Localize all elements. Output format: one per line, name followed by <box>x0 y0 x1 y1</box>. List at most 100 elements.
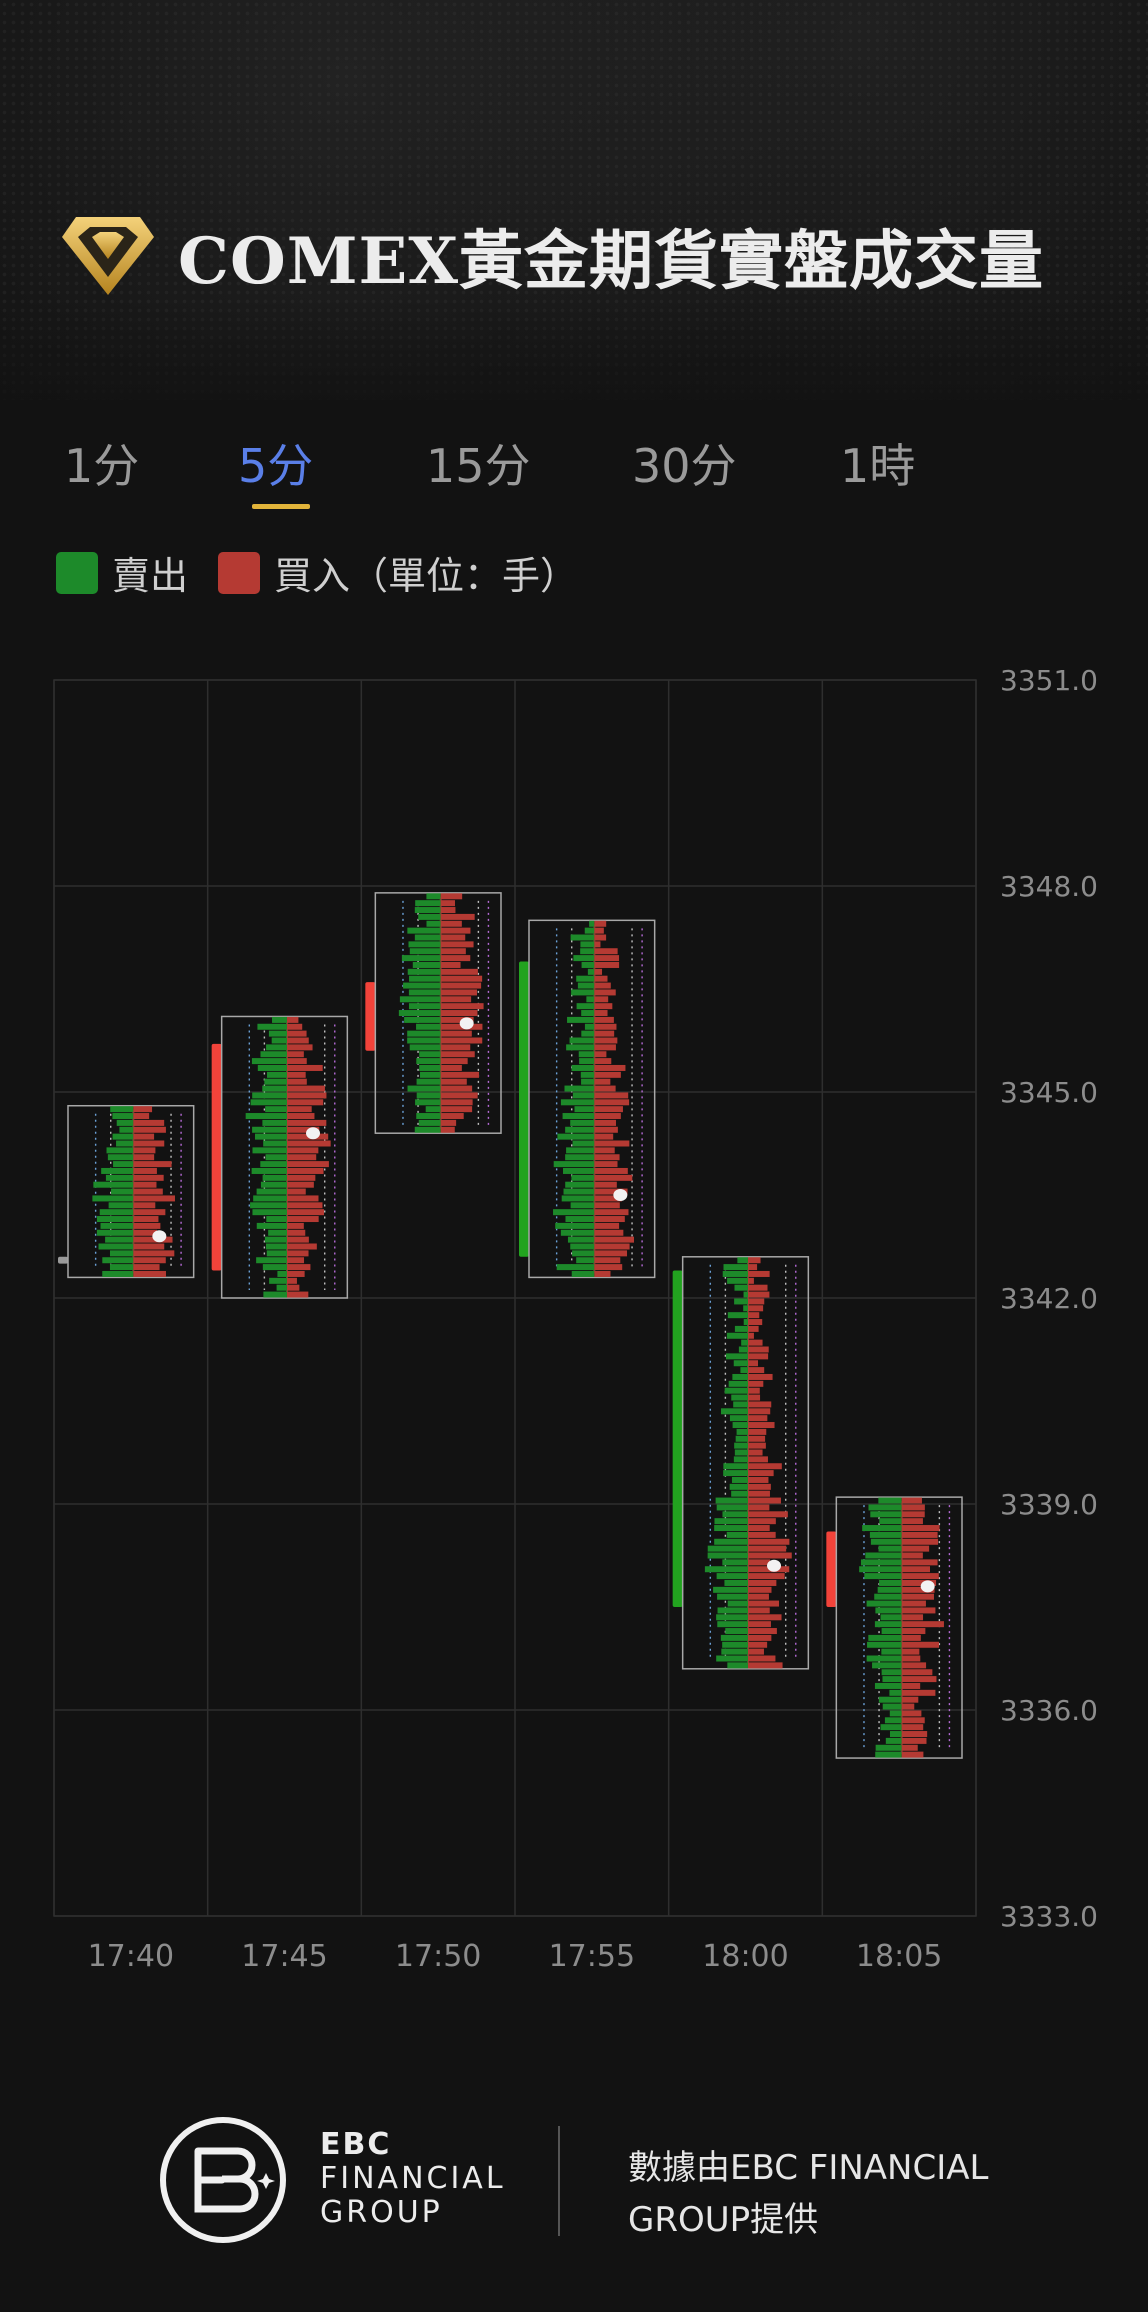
buy-volume-bar <box>287 1264 311 1271</box>
sell-volume-bar <box>734 1298 749 1305</box>
buy-volume-bar <box>901 1655 921 1662</box>
tab-5-minute[interactable]: 5分 <box>238 439 314 493</box>
buy-volume-bar <box>748 1367 765 1374</box>
sell-volume-bar <box>731 1394 749 1401</box>
buy-volume-bar <box>287 1113 315 1120</box>
sell-volume-bar <box>251 1167 288 1174</box>
legend-sell-label: 賣出 <box>112 554 189 598</box>
sell-volume-bar <box>105 1236 134 1243</box>
footprint-box <box>835 1496 963 1759</box>
sell-volume-bar <box>714 1518 749 1525</box>
buy-volume-bar <box>748 1648 764 1655</box>
buy-volume-bar <box>133 1209 166 1216</box>
buy-volume-bar <box>287 1181 314 1188</box>
sell-volume-bar <box>724 1579 749 1586</box>
buy-volume-bar <box>594 989 616 996</box>
buy-volume-bar <box>748 1504 770 1511</box>
sell-volume-bar <box>266 1250 288 1257</box>
buy-volume-bar <box>287 1058 307 1065</box>
buy-volume-bar <box>748 1641 768 1648</box>
buy-volume-bar <box>133 1243 165 1250</box>
buy-volume-bar <box>133 1264 160 1271</box>
sell-volume-bar <box>116 1140 134 1147</box>
buy-volume-bar <box>287 1257 305 1264</box>
buy-volume-bar <box>748 1538 790 1545</box>
footer: EBC FINANCIAL GROUP 數據由EBC FINANCIAL GRO… <box>0 2100 1148 2260</box>
tab-1-hour[interactable]: 1時 <box>840 439 916 493</box>
buy-volume-bar <box>594 1133 614 1140</box>
poc-marker <box>767 1559 782 1572</box>
buy-volume-bar <box>748 1579 777 1586</box>
buy-volume-bar <box>440 920 462 927</box>
sell-volume-bar <box>870 1538 902 1545</box>
tab-15-minute[interactable]: 15分 <box>426 439 531 493</box>
brand-line-group: GROUP <box>320 2195 443 2230</box>
sell-volume-bar <box>250 1099 288 1106</box>
buy-volume-bar <box>748 1264 758 1271</box>
tab-1-minute[interactable]: 1分 <box>64 439 140 493</box>
buy-volume-bar <box>287 1030 307 1037</box>
sell-volume-bar <box>266 1216 288 1223</box>
buy-volume-bar <box>594 1051 607 1058</box>
buy-volume-bar <box>748 1628 777 1635</box>
sell-volume-bar <box>727 1600 749 1607</box>
sell-volume-bar <box>733 1456 749 1463</box>
footprint-candle-1805 <box>826 1496 963 1759</box>
buy-volume-bar <box>748 1456 768 1463</box>
sell-volume-bar <box>252 1092 288 1099</box>
sell-volume-bar <box>113 1161 134 1168</box>
buy-volume-bar <box>440 989 477 996</box>
sell-volume-bar <box>414 1126 441 1133</box>
buy-volume-bar <box>748 1476 769 1483</box>
buy-volume-bar <box>440 948 466 955</box>
sell-volume-bar <box>889 1689 902 1696</box>
buy-volume-bar <box>594 1099 630 1106</box>
buy-volume-bar <box>440 900 455 907</box>
sell-volume-bar <box>882 1676 902 1683</box>
buy-volume-bar <box>440 1051 475 1058</box>
sell-volume-bar <box>714 1538 749 1545</box>
buy-volume-bar <box>594 1188 628 1195</box>
buy-volume-bar <box>287 1277 297 1284</box>
buy-volume-bar <box>594 1216 625 1223</box>
sell-volume-bar <box>96 1216 134 1223</box>
buy-volume-bar <box>287 1044 313 1051</box>
buy-volume-bar <box>594 1147 615 1154</box>
buy-volume-bar <box>133 1154 155 1161</box>
y-tick-label: 3333.0 <box>1000 1900 1098 1933</box>
buy-volume-bar <box>287 1270 305 1277</box>
buy-volume-bar <box>440 1016 474 1023</box>
sell-volume-bar <box>419 1051 441 1058</box>
sell-volume-bar <box>251 1058 288 1065</box>
candle-body <box>211 1043 222 1271</box>
buy-volume-bar <box>901 1559 938 1566</box>
footprint-box <box>374 892 502 1134</box>
buy-volume-bar <box>748 1428 767 1435</box>
sell-volume-bar <box>733 1360 749 1367</box>
sell-volume-bar <box>96 1229 134 1236</box>
buy-volume-bar <box>440 982 482 989</box>
buy-volume-bar <box>594 982 611 989</box>
buy-volume-bar <box>901 1669 933 1676</box>
buy-volume-bar <box>287 1126 320 1133</box>
sell-volume-bar <box>106 1147 134 1154</box>
tab-30-minute[interactable]: 30分 <box>632 439 737 493</box>
x-tick-label: 17:45 <box>241 1939 327 1974</box>
buy-volume-bar <box>287 1161 329 1168</box>
buy-volume-bar <box>748 1346 769 1353</box>
buy-volume-bar <box>287 1064 323 1071</box>
sell-volume-bar <box>875 1751 902 1758</box>
sell-volume-bar <box>704 1566 749 1573</box>
sell-volume-bar <box>407 1030 441 1037</box>
brand-line-financial: FINANCIAL <box>320 2161 506 2196</box>
sell-volume-bar <box>272 1016 288 1023</box>
sell-volume-bar <box>734 1449 749 1456</box>
sell-volume-bar <box>252 1209 288 1216</box>
sell-volume-bar <box>412 961 441 968</box>
buy-volume-bar <box>133 1222 161 1229</box>
buy-volume-bar <box>133 1229 158 1236</box>
buy-volume-bar <box>748 1415 768 1422</box>
sell-volume-bar <box>725 1628 749 1635</box>
buy-volume-bar <box>594 975 608 982</box>
candle-body <box>58 1256 68 1264</box>
